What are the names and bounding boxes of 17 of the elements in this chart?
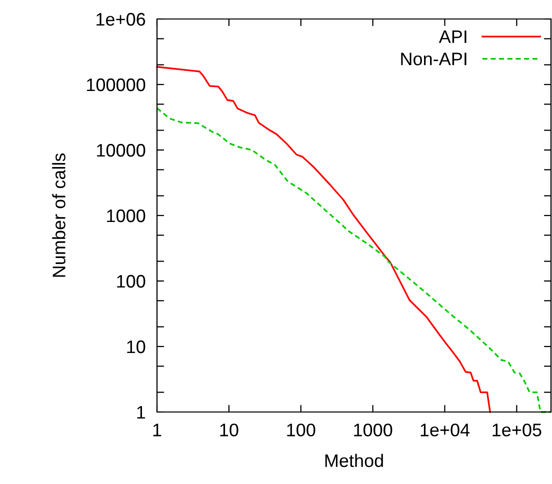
x-tick-label: 10 bbox=[220, 424, 238, 436]
y-tick-label: 1e+06 bbox=[96, 12, 146, 26]
x-tick-label: 1 bbox=[153, 424, 162, 436]
y-tick-label: 1000 bbox=[107, 209, 146, 222]
legend-label: Non-API bbox=[401, 52, 466, 66]
x-axis-title: Method bbox=[325, 454, 383, 468]
x-tick-label: 1000 bbox=[354, 424, 392, 436]
legend-label: API bbox=[438, 30, 466, 43]
y-tick-label: 100 bbox=[117, 274, 146, 288]
x-tick-label: 100 bbox=[287, 424, 316, 436]
y-tick-label: 10 bbox=[127, 340, 146, 354]
x-tick-label: 1e+05 bbox=[492, 424, 542, 436]
y-axis-title: Number of calls bbox=[52, 153, 66, 277]
y-tick-label: 100000 bbox=[87, 78, 146, 92]
y-tick-label: 10000 bbox=[97, 144, 146, 157]
x-tick-label: 1e+04 bbox=[420, 424, 470, 436]
y-tick-label: 1 bbox=[137, 406, 146, 419]
